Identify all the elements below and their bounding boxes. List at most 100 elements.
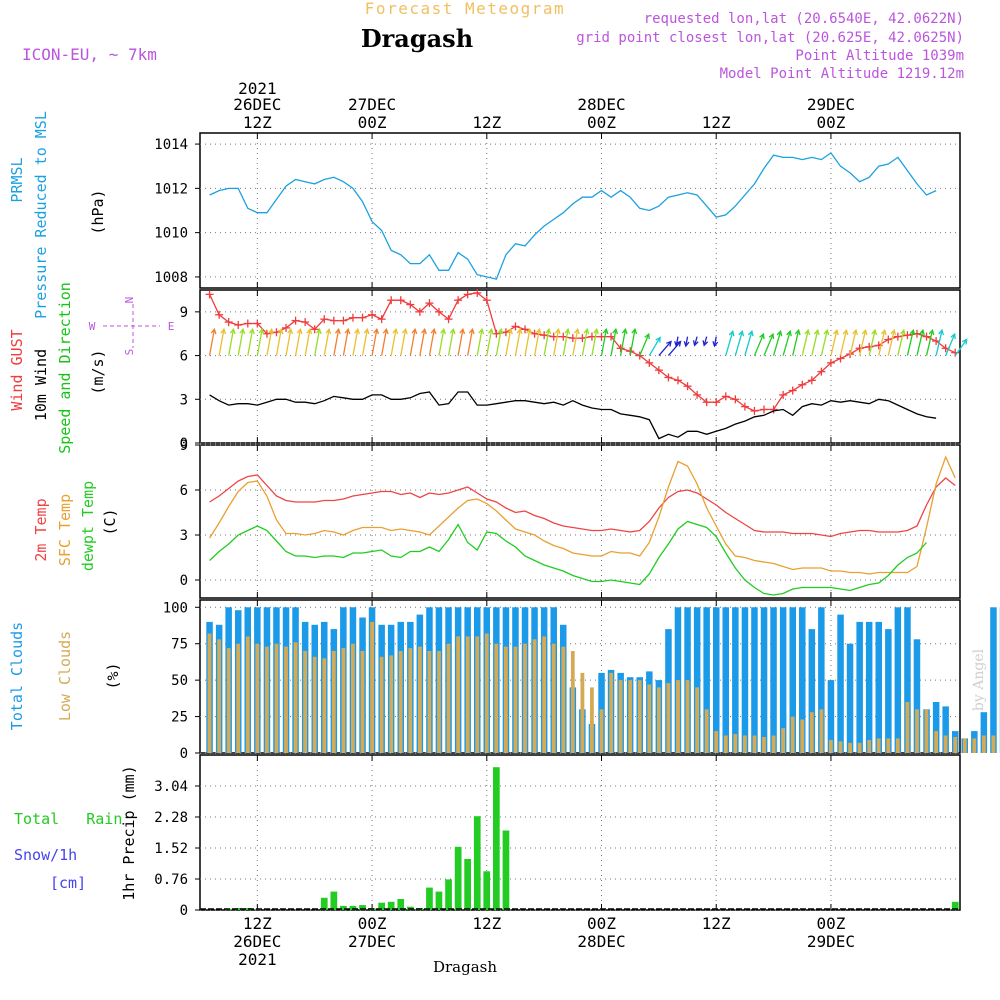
- wind-arrow: [562, 329, 569, 356]
- wind-arrow-head: [210, 327, 217, 335]
- low-cloud-bar: [484, 633, 489, 753]
- wind-arrow: [237, 329, 244, 356]
- rain-bar: [502, 830, 510, 910]
- wind-arrow: [619, 329, 627, 356]
- y-tick-label-precip: 0: [180, 903, 188, 919]
- wind-arrow-head: [497, 327, 504, 335]
- rain-bar: [951, 901, 959, 910]
- y-tick-label-clouds: 50: [171, 673, 188, 689]
- wind-arrow-head: [421, 327, 427, 335]
- low-cloud-bar: [714, 731, 719, 753]
- low-cloud-bar: [284, 646, 288, 753]
- low-cloud-bar: [743, 735, 747, 753]
- wind-arrow: [744, 331, 753, 356]
- wind-arrow-head: [401, 327, 408, 335]
- wind-arrow: [352, 329, 359, 356]
- wind-arrow-head: [258, 327, 265, 335]
- x-year-bottom: 2021: [238, 950, 277, 969]
- low-cloud-bar: [733, 734, 738, 753]
- rain-bar: [320, 897, 328, 910]
- rain-bar: [387, 901, 395, 910]
- low-cloud-bar: [217, 639, 221, 753]
- wind-arrow: [591, 329, 598, 356]
- wind-arrow: [858, 330, 867, 356]
- wind-arrow-head: [573, 327, 580, 335]
- wind-arrow: [505, 329, 512, 356]
- snow-unit: [cm]: [50, 874, 86, 892]
- wind-arrow: [713, 336, 717, 347]
- low-cloud-bar: [265, 646, 269, 753]
- low-cloud-bar: [255, 643, 260, 753]
- wind-arrow-head: [842, 328, 849, 336]
- y-tick-label-precip: 3.04: [154, 779, 188, 795]
- low-cloud-bar: [876, 738, 881, 753]
- wind-arrow: [868, 330, 876, 356]
- x-hour-bottom: 12Z: [702, 914, 731, 933]
- temp-sfc-line: [209, 455, 956, 575]
- wind-arrow-head: [602, 327, 609, 335]
- wind-arrow-head: [621, 327, 628, 335]
- wind-arrow: [543, 329, 550, 356]
- rain-bar: [445, 879, 452, 910]
- x-hour-top: 00Z: [816, 113, 845, 132]
- clouds-unit: (%): [104, 662, 122, 689]
- snow-label: Snow/1h: [14, 846, 77, 864]
- low-cloud-bar: [857, 742, 862, 753]
- low-cloud-bar: [236, 643, 241, 753]
- total-cloud-bar: [827, 680, 835, 753]
- wind-arrow: [830, 330, 838, 356]
- wind-arrow: [600, 329, 607, 356]
- panel-frame-wind: [199, 289, 961, 444]
- wind-arrow: [693, 336, 698, 346]
- x-hour-top: 12Z: [472, 113, 501, 132]
- y-tick-labels: 100810101012101403690369025507510000.761…: [154, 137, 200, 919]
- low-cloud-bar: [465, 636, 470, 753]
- low-cloud-bar: [360, 651, 365, 753]
- low-cloud-bar: [226, 648, 231, 753]
- wind-arrow-head: [468, 327, 475, 335]
- wind-arrow: [610, 329, 617, 356]
- wind-arrow: [371, 329, 378, 356]
- wind-arrow: [428, 329, 435, 356]
- y-tick-label-precip: 1.52: [154, 841, 188, 857]
- wind-arrow: [342, 329, 349, 356]
- cloud-labels: Total Clouds Low Clouds (%): [8, 622, 122, 730]
- temp-unit: (C): [101, 508, 119, 535]
- wind-arrow: [467, 329, 474, 356]
- wind-arrow-head: [526, 327, 533, 335]
- wind-arrow: [447, 329, 454, 356]
- wind-arrow-head: [373, 327, 380, 335]
- panel-frame-pressure: [199, 132, 961, 289]
- wind-arrow-head: [655, 336, 661, 343]
- wind-arrow: [675, 336, 679, 347]
- wind-arrow: [314, 329, 321, 356]
- low-cloud-bar: [523, 643, 527, 753]
- total-cloud-bar: [799, 607, 806, 753]
- low-cloud-bar: [580, 672, 585, 753]
- wind-arrow: [457, 329, 464, 356]
- rain-bar: [359, 905, 366, 910]
- low-cloud-bar: [972, 738, 977, 753]
- wind-arrow: [839, 330, 848, 356]
- grid-lines: [200, 133, 960, 911]
- y-tick-label-precip: 2.28: [154, 810, 188, 826]
- wind-arrow: [581, 329, 588, 356]
- wind-arrow: [553, 329, 560, 356]
- wind-arrow-head: [354, 327, 360, 335]
- low-cloud-bar: [274, 643, 279, 753]
- low-cloud-bar: [398, 651, 403, 753]
- low-cloud-bar: [245, 636, 250, 753]
- y-tick-label-clouds: 75: [171, 637, 188, 653]
- total-clouds-label: Total Clouds: [8, 622, 26, 730]
- wind-arrow-head: [861, 328, 868, 336]
- y-tick-label-wind: 9: [180, 305, 188, 321]
- wind-arrow-head: [564, 327, 571, 335]
- wind-arrow-head: [363, 327, 370, 335]
- line-marks: [205, 151, 960, 596]
- low-cloud-bar: [590, 687, 594, 753]
- low-cloud-bar: [752, 735, 757, 753]
- low-cloud-bar: [953, 737, 958, 753]
- rain-bar: [378, 902, 385, 910]
- wind-speed-dir-label: Speed and Direction: [56, 282, 74, 454]
- low-cloud-bar: [895, 738, 900, 753]
